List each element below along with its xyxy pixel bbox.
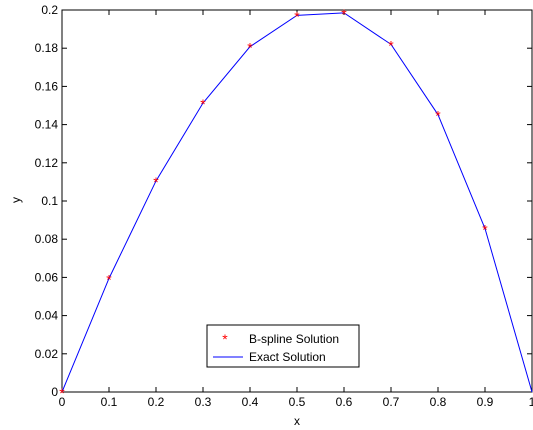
y-tick-label: 0.14	[35, 118, 59, 132]
legend-box	[206, 324, 360, 368]
x-tick-label: 0	[59, 395, 66, 409]
data-point-b-spline: *	[388, 37, 394, 53]
y-tick-label: 0.18	[35, 41, 59, 55]
y-tick-label: 0.1	[41, 194, 58, 208]
y-axis-label: y	[9, 197, 23, 203]
data-point-b-spline: *	[153, 174, 159, 190]
y-axis: 0 0.02 0.04 0.06 0.08 0.1 0.12 0.14 0.16 0.18 0.2	[35, 3, 532, 399]
y-tick-label: 0.04	[35, 309, 59, 323]
data-point-b-spline: *	[59, 385, 65, 401]
data-point-b-spline: *	[200, 96, 206, 112]
y-tick-label: 0.16	[35, 79, 59, 93]
x-tick-label: 0.4	[242, 395, 259, 409]
y-tick-label: 0.02	[35, 347, 59, 361]
data-point-b-spline: *	[106, 271, 112, 287]
y-tick-label: 0.12	[35, 156, 59, 170]
x-tick-label: 0.8	[430, 395, 447, 409]
data-point-b-spline: *	[294, 8, 300, 24]
y-tick-label: 0.08	[35, 232, 59, 246]
y-tick-label: 0.2	[41, 3, 58, 17]
x-tick-label: 0.7	[383, 395, 400, 409]
series-line-exact-solution	[61, 12, 533, 393]
x-tick-label: 0.1	[101, 395, 118, 409]
x-tick-label: 0.2	[148, 395, 165, 409]
y-tick-label: 0.06	[35, 270, 59, 284]
legend-marker-b-spline: *	[222, 331, 228, 347]
x-axis-label: x	[294, 414, 300, 428]
legend-label-b-spline: B-spline Solution	[249, 332, 339, 346]
legend: * B-spline Solution Exact Solution	[206, 324, 360, 368]
x-tick-label: 1	[529, 395, 533, 409]
legend-label-exact: Exact Solution	[249, 350, 326, 364]
data-point-b-spline: *	[341, 6, 347, 22]
data-point-b-spline: *	[482, 222, 488, 238]
x-axis: 0 0.1 0.2 0.3 0.4 0.5 0.6 0.7 0.8 0.9 1	[59, 10, 533, 409]
data-point-b-spline: *	[247, 40, 253, 56]
plot-area: * * * * * * * * * *	[59, 6, 533, 401]
x-tick-label: 0.3	[195, 395, 212, 409]
data-point-b-spline: *	[435, 108, 441, 124]
x-tick-label: 0.9	[477, 395, 494, 409]
x-tick-label: 0.5	[289, 395, 306, 409]
y-tick-label: 0	[51, 385, 58, 399]
x-tick-label: 0.6	[336, 395, 353, 409]
